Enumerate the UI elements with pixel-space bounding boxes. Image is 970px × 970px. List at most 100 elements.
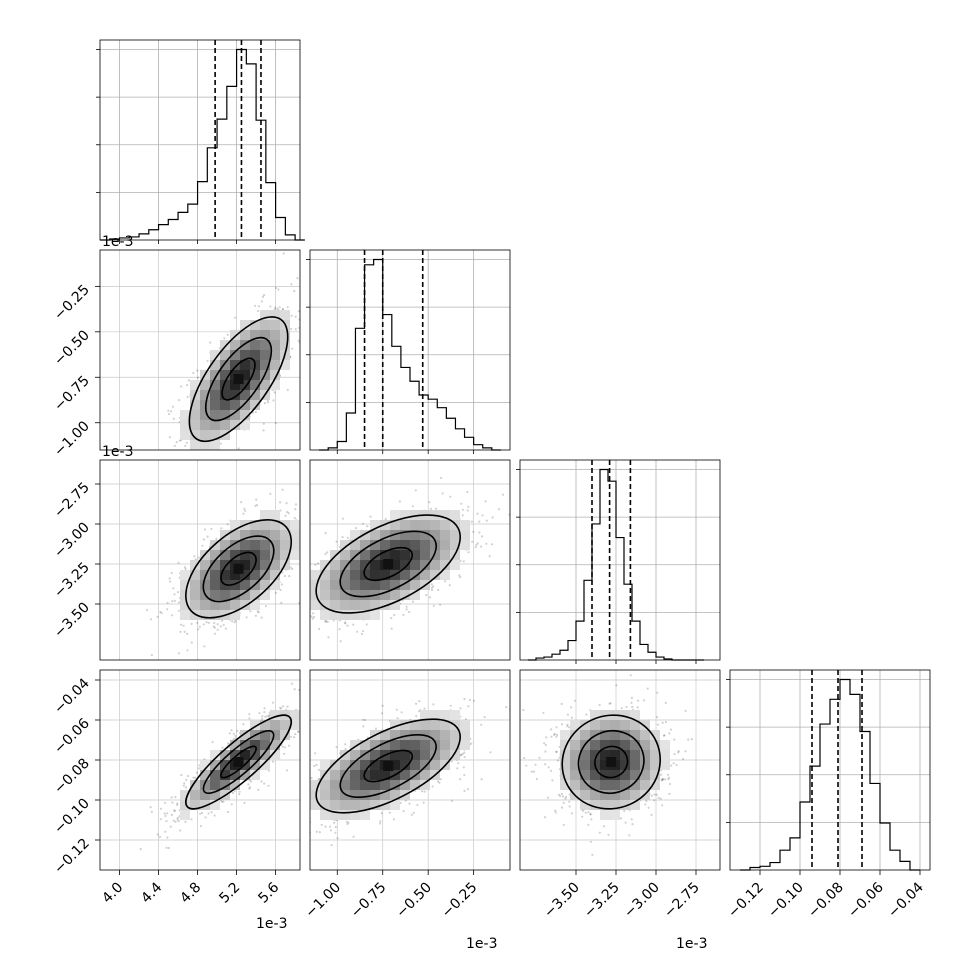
scatter-point: [295, 812, 297, 814]
density-cell: [370, 530, 380, 540]
scatter-point: [269, 492, 272, 495]
density-cell: [250, 570, 260, 580]
scatter-point: [286, 610, 288, 612]
scatter-point: [449, 495, 452, 498]
density-cell: [210, 380, 220, 390]
density-cell: [230, 750, 240, 760]
scatter-point: [217, 454, 219, 456]
scatter-point: [193, 462, 195, 464]
density-cell: [400, 540, 410, 550]
scatter-point: [478, 531, 481, 534]
scatter-point: [341, 517, 344, 520]
density-cell: [280, 720, 290, 730]
density-cell: [450, 530, 460, 540]
scatter-point: [303, 535, 305, 537]
scatter-point: [283, 847, 285, 849]
scatter-point: [440, 476, 443, 480]
scatter-point: [281, 571, 284, 574]
density-cell: [290, 710, 300, 720]
scatter-point: [267, 714, 271, 718]
density-cell: [310, 600, 320, 610]
density-cell: [360, 560, 370, 570]
density-cell: [250, 540, 260, 550]
scatter-inner: [100, 250, 300, 464]
scatter-point: [231, 620, 234, 623]
scatter-point: [238, 790, 241, 793]
density-cell: [190, 780, 200, 790]
scatter-point: [173, 599, 176, 603]
scatter-point: [462, 766, 465, 769]
scatter-point: [305, 714, 307, 716]
scatter-point: [164, 801, 167, 804]
scatter-point: [248, 713, 251, 716]
scatter-point: [294, 328, 297, 331]
scatter-point: [168, 436, 171, 439]
scatter-point: [290, 283, 293, 286]
density-cell: [210, 580, 220, 590]
scatter-point: [264, 809, 266, 811]
scatter-point: [263, 782, 266, 785]
scatter-point: [325, 620, 328, 623]
scatter-point: [172, 587, 175, 590]
scatter-point: [346, 536, 350, 539]
density-cell: [260, 530, 270, 540]
density-cell: [200, 440, 210, 450]
hist-step-2: [528, 468, 704, 661]
scatter-point: [314, 730, 316, 732]
scatter-point: [186, 384, 189, 387]
scatter-point: [221, 800, 224, 803]
scatter-point: [167, 409, 170, 412]
density-cell: [220, 570, 230, 580]
scatter-point: [199, 812, 202, 815]
scatter-point: [261, 295, 265, 298]
scatter-point: [244, 509, 247, 512]
scatter-point: [176, 803, 179, 807]
scatter-point: [166, 601, 169, 605]
scatter-point: [335, 540, 338, 543]
density-cell: [230, 340, 240, 350]
density-cell: [180, 420, 190, 430]
scatter-point: [158, 835, 162, 839]
scatter-point: [181, 452, 183, 454]
density-cell: [280, 310, 290, 320]
density-cell: [440, 510, 450, 520]
scatter-point: [463, 697, 466, 701]
density-cell: [260, 510, 270, 520]
scatter-point: [460, 753, 463, 756]
hist-step-0: [100, 48, 305, 241]
scatter-point: [324, 825, 327, 828]
density-cell: [430, 520, 440, 530]
density-cell: [270, 360, 280, 370]
hist-frame-1: [309, 249, 511, 451]
scatter-point: [213, 632, 216, 635]
density-cell: [190, 590, 200, 600]
scatter-point: [285, 502, 288, 505]
density-cell: [240, 730, 250, 740]
scatter-point: [170, 410, 173, 413]
scatter-point: [393, 613, 396, 617]
scatter-point: [177, 591, 180, 594]
density-cell: [330, 580, 340, 590]
scatter-point: [150, 653, 153, 657]
scatter-point: [226, 333, 229, 336]
density-cell: [350, 580, 360, 590]
scatter-point: [263, 711, 266, 714]
density-cell: [230, 360, 240, 370]
density-cell: [190, 380, 200, 390]
scatter-point: [312, 530, 314, 532]
scatter-point: [207, 621, 210, 625]
scatter-point: [444, 580, 447, 583]
density-cell: [340, 600, 350, 610]
scatter-point: [334, 831, 337, 834]
scatter-point: [326, 551, 329, 554]
density-cell: [260, 520, 270, 530]
hist-panel-1: [306, 249, 511, 451]
density-cell: [290, 530, 300, 540]
scatter-point: [294, 508, 297, 511]
scatter-point: [491, 516, 494, 519]
density-cell: [380, 580, 390, 590]
scatter-point: [281, 814, 283, 816]
scatter-point: [248, 787, 251, 790]
scatter-point: [166, 836, 169, 839]
hist-panel-2: [516, 459, 721, 661]
